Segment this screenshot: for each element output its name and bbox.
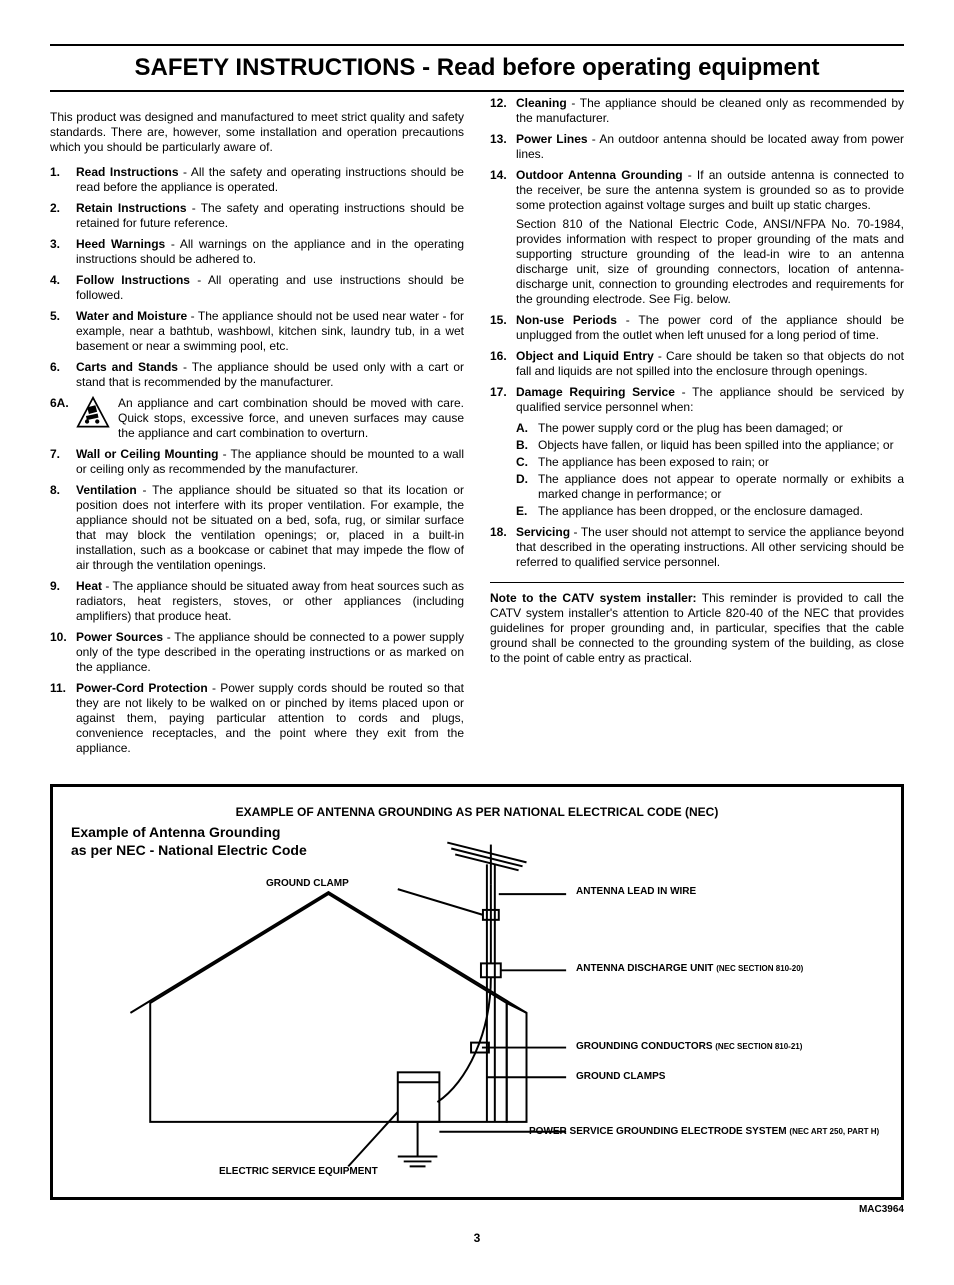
list-item: 11.Power-Cord Protection - Power supply … (50, 681, 464, 756)
list-item: 14.Outdoor Antenna Grounding - If an out… (490, 168, 904, 307)
page: SAFETY INSTRUCTIONS - Read before operat… (50, 44, 904, 1245)
list-item: 3.Heed Warnings - All warnings on the ap… (50, 237, 464, 267)
label-ground-clamp-top: GROUND CLAMP (266, 878, 349, 889)
list-item: 4.Follow Instructions - All operating an… (50, 273, 464, 303)
figure-box: EXAMPLE OF ANTENNA GROUNDING AS PER NATI… (50, 784, 904, 1200)
list-item: 15.Non-use Periods - The power cord of t… (490, 313, 904, 343)
list-item: 18.Servicing - The user should not attem… (490, 525, 904, 570)
list-item: 8.Ventilation - The appliance should be … (50, 483, 464, 573)
label-ground-clamps: GROUND CLAMPS (576, 1071, 665, 1082)
sub-item: D.The appliance does not appear to opera… (516, 472, 904, 502)
list-item: 10.Power Sources - The appliance should … (50, 630, 464, 675)
title-sub: - Read before operating equipment (415, 54, 819, 81)
list-item: 13.Power Lines - An outdoor antenna shou… (490, 132, 904, 162)
note-rule (490, 582, 904, 583)
label-antenna-lead: ANTENNA LEAD IN WIRE (576, 886, 696, 897)
page-title: SAFETY INSTRUCTIONS - Read before operat… (50, 54, 904, 82)
list-item: 17.Damage Requiring Service - The applia… (490, 385, 904, 415)
columns: This product was designed and manufactur… (50, 96, 904, 762)
list-item: 1.Read Instructions - All the safety and… (50, 165, 464, 195)
right-column: 12.Cleaning - The appliance should be cl… (490, 96, 904, 762)
figure-top-title: EXAMPLE OF ANTENNA GROUNDING AS PER NATI… (71, 805, 883, 819)
page-number: 3 (50, 1231, 904, 1245)
catv-note: Note to the CATV system installer: This … (490, 591, 904, 666)
sub-item: E.The appliance has been dropped, or the… (516, 504, 904, 519)
label-discharge-unit: ANTENNA DISCHARGE UNIT (NEC SECTION 810-… (576, 963, 803, 974)
intro-text: This product was designed and manufactur… (50, 110, 464, 155)
list-item: 5.Water and Moisture - The appliance sho… (50, 309, 464, 354)
grounding-diagram: Example of Antenna Grounding as per NEC … (71, 823, 883, 1183)
list-item-6a: 6A. An appliance and cart combination sh… (50, 396, 464, 441)
cart-tip-icon (76, 396, 110, 441)
sub-item: C.The appliance has been exposed to rain… (516, 455, 904, 470)
title-rule (50, 90, 904, 92)
mac-code: MAC3964 (50, 1204, 904, 1215)
left-column: This product was designed and manufactur… (50, 96, 464, 762)
list-item: 2.Retain Instructions - The safety and o… (50, 201, 464, 231)
list-item: 16.Object and Liquid Entry - Care should… (490, 349, 904, 379)
top-rule (50, 44, 904, 46)
label-conductors: GROUNDING CONDUCTORS (NEC SECTION 810-21… (576, 1041, 802, 1052)
sub-item: A.The power supply cord or the plug has … (516, 421, 904, 436)
title-main: SAFETY INSTRUCTIONS (135, 54, 416, 81)
label-power-service: POWER SERVICE GROUNDING ELECTRODE SYSTEM… (529, 1126, 879, 1137)
list-item: 6.Carts and Stands - The appliance shoul… (50, 360, 464, 390)
list-item: 12.Cleaning - The appliance should be cl… (490, 96, 904, 126)
label-electric-service: ELECTRIC SERVICE EQUIPMENT (219, 1166, 378, 1177)
sub-item: B.Objects have fallen, or liquid has bee… (516, 438, 904, 453)
list-item: 7.Wall or Ceiling Mounting - The applian… (50, 447, 464, 477)
list-item: 9.Heat - The appliance should be situate… (50, 579, 464, 624)
